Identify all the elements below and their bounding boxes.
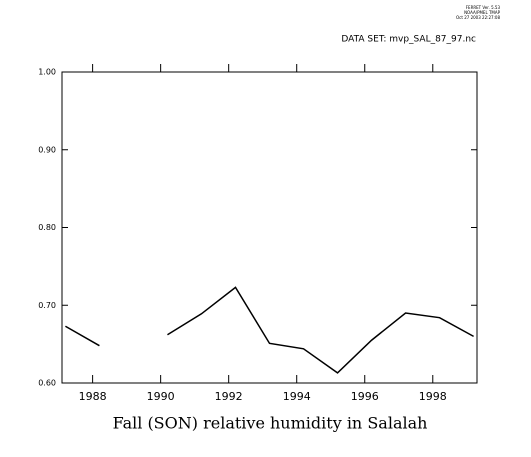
- dataset-label: DATA SET: mvp_SAL_87_97.nc: [341, 35, 476, 45]
- chart-title: Fall (SON) relative humidity in Salalah: [113, 414, 428, 433]
- header-line: NOAA/PMEL TMAP: [464, 10, 501, 15]
- x-tick-label: 1992: [215, 390, 243, 403]
- y-tick-label: 0.90: [38, 145, 56, 154]
- header-line: Oct 27 2003 22:27:08: [456, 15, 500, 20]
- x-tick-label: 1998: [419, 390, 447, 403]
- y-tick-label: 0.60: [38, 379, 56, 388]
- y-tick-label: 0.70: [38, 301, 56, 310]
- x-tick-label: 1990: [147, 390, 175, 403]
- x-tick-label: 1996: [351, 390, 379, 403]
- y-tick-label: 1.00: [38, 68, 56, 77]
- x-tick-label: 1988: [79, 390, 107, 403]
- line: [65, 286, 474, 374]
- header-line: FERRET Ver. 5.53: [466, 5, 501, 10]
- x-tick-label: 1994: [283, 390, 311, 403]
- plot-frame: [61, 71, 478, 384]
- y-tick-label: 0.80: [38, 223, 56, 232]
